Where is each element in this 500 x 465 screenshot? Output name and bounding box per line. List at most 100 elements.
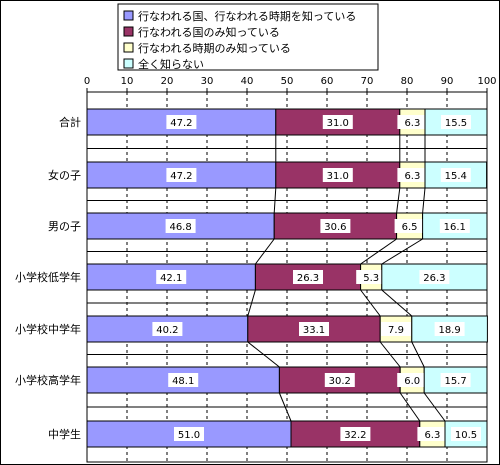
- category-label: 男の子: [48, 220, 81, 233]
- series-connector-line: [379, 341, 401, 368]
- data-label-background: [440, 373, 471, 387]
- x-tick-label: 0: [84, 76, 90, 87]
- data-label: 46.8: [169, 222, 191, 233]
- x-tick-label: 100: [477, 76, 496, 87]
- data-label: 48.1: [172, 376, 194, 387]
- data-label-background: [451, 427, 481, 441]
- data-label-background: [322, 168, 353, 182]
- bars: 47.2 31.0 6.3 15.5 47.2 31.0 6.3 15.4 46.8 30.6 6.…: [86, 108, 488, 448]
- data-label: 26.3: [423, 273, 445, 284]
- legend-entry-label: 行なわれる国、行なわれる時期を知っている: [138, 9, 356, 23]
- category-label: 小学校中学年: [15, 322, 81, 336]
- series-connector-line: [423, 392, 446, 422]
- x-tick-label: 10: [121, 76, 134, 87]
- data-label-background: [419, 270, 450, 284]
- data-label-background: [293, 270, 323, 284]
- data-label-background: [340, 427, 371, 441]
- data-label: 15.4: [445, 171, 467, 182]
- data-label-background: [152, 322, 183, 336]
- data-label: 47.2: [170, 118, 192, 129]
- series-connector-lines: [247, 135, 446, 422]
- data-label-background: [381, 322, 411, 336]
- category-label: 小学校高学年: [15, 373, 81, 387]
- data-label-background: [397, 168, 428, 182]
- data-label-background: [166, 168, 197, 182]
- data-label: 6.3: [404, 171, 420, 182]
- data-label: 30.6: [324, 222, 346, 233]
- data-label-background: [394, 219, 425, 233]
- data-label-background: [434, 322, 465, 336]
- series-connector-line: [422, 187, 426, 214]
- data-label: 42.1: [160, 273, 182, 284]
- series-connector-line: [360, 238, 397, 265]
- data-label: 30.2: [329, 376, 351, 387]
- data-label-background: [397, 373, 428, 387]
- data-label-background: [356, 270, 387, 284]
- data-label: 40.2: [156, 325, 178, 336]
- legend-entry-label: 全く知らない: [138, 57, 204, 71]
- series-connector-line: [399, 392, 421, 422]
- data-label: 32.2: [344, 430, 366, 441]
- legend-entry-label: 行なわれる国のみ知っている: [138, 25, 280, 39]
- data-label: 15.5: [445, 118, 467, 129]
- legend-swatch: [123, 26, 134, 37]
- category-label: 小学校低学年: [15, 270, 81, 284]
- series-connector-line: [381, 238, 423, 265]
- data-label: 51.0: [178, 430, 200, 441]
- data-label-background: [168, 373, 199, 387]
- x-tick-label: 90: [441, 76, 454, 87]
- series-connector-line: [411, 341, 425, 368]
- data-label-background: [322, 115, 353, 129]
- category-label: 女の子: [48, 168, 81, 182]
- legend-swatch: [123, 10, 134, 21]
- x-tick-label: 40: [241, 76, 254, 87]
- data-label: 7.9: [388, 325, 404, 336]
- x-tick-label: 30: [201, 76, 214, 87]
- legend-box: [117, 3, 379, 71]
- x-axis-ticks: 0 10 20 30 40 50 60 70 80 90 100: [84, 76, 497, 92]
- data-label-background: [320, 219, 351, 233]
- x-tick-label: 80: [401, 76, 414, 87]
- data-label-background: [165, 219, 196, 233]
- data-label: 33.1: [303, 325, 325, 336]
- data-label: 6.5: [402, 222, 418, 233]
- series-connector-line: [247, 289, 256, 317]
- series-connector-line: [396, 187, 401, 214]
- data-label: 5.3: [363, 273, 379, 284]
- data-label: 10.5: [455, 430, 477, 441]
- legend-swatch: [123, 42, 134, 53]
- data-label-background: [299, 322, 329, 336]
- legend: 行なわれる国、行なわれる時期を知っている行なわれる国のみ知っている行なわれる時期…: [117, 3, 379, 71]
- data-label: 16.1: [444, 222, 466, 233]
- data-label: 31.0: [327, 171, 349, 182]
- data-label-background: [441, 115, 471, 129]
- data-label-background: [166, 115, 197, 129]
- category-label: 合計: [59, 115, 81, 129]
- bar-segment: [86, 161, 277, 189]
- data-label: 6.3: [424, 430, 440, 441]
- data-label-background: [440, 168, 471, 182]
- data-label: 18.9: [438, 325, 460, 336]
- x-tick-label: 20: [161, 76, 174, 87]
- data-label-background: [439, 219, 470, 233]
- legend-swatch: [123, 58, 134, 69]
- data-label: 6.3: [404, 118, 420, 129]
- category-label: 中学生: [48, 427, 81, 441]
- series-connector-line: [273, 187, 277, 214]
- series-connector-line: [278, 392, 292, 422]
- series-connector-line: [247, 341, 280, 368]
- data-label-background: [397, 115, 428, 129]
- x-tick-label: 70: [361, 76, 374, 87]
- data-label: 31.0: [327, 118, 349, 129]
- series-connector-line: [255, 238, 275, 265]
- data-label-background: [174, 427, 204, 441]
- series-connector-line: [381, 289, 413, 317]
- x-tick-label: 60: [321, 76, 334, 87]
- x-tick-label: 50: [281, 76, 294, 87]
- legend-entry-label: 行なわれる時期のみ知っている: [138, 41, 291, 55]
- data-label-background: [156, 270, 187, 284]
- data-label: 15.7: [444, 376, 466, 387]
- data-label-background: [324, 373, 355, 387]
